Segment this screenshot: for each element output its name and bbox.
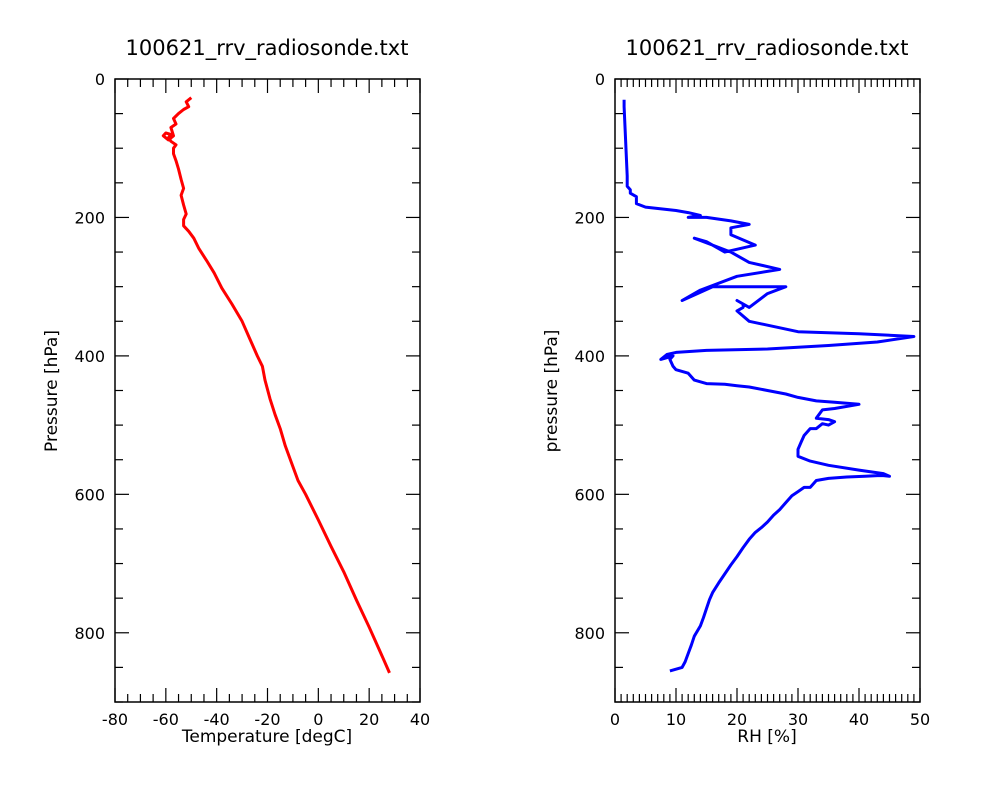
humidity-x-tick-label: 10	[666, 710, 686, 729]
humidity-chart-ylabel: pressure [hPa]	[542, 330, 562, 453]
temperature-x-tick-label: 0	[313, 710, 323, 729]
humidity-chart-title: 100621_rrv_radiosonde.txt	[626, 36, 909, 61]
temperature-x-tick-label: -20	[254, 710, 280, 729]
humidity-x-tick-label: 0	[610, 710, 620, 729]
humidity-y-tick-label: 0	[595, 70, 605, 89]
temperature-y-tick-label: 800	[74, 624, 105, 643]
temperature-y-tick-label: 400	[74, 347, 105, 366]
temperature-x-tick-label: 20	[359, 710, 379, 729]
temperature-x-tick-label: -60	[153, 710, 179, 729]
humidity-y-tick-label: 200	[574, 208, 605, 227]
humidity-chart: 100621_rrv_radiosonde.txt RH [%] pressur…	[542, 36, 930, 747]
humidity-y-tick-label: 400	[574, 347, 605, 366]
temperature-x-tick-label: 40	[410, 710, 430, 729]
humidity-x-tick-label: 50	[910, 710, 930, 729]
humidity-profile-line	[622, 99, 916, 673]
temperature-y-tick-label: 600	[74, 485, 105, 504]
temperature-profile-line	[161, 96, 391, 674]
humidity-y-tick-label: 800	[574, 624, 605, 643]
humidity-y-tick-label: 600	[574, 485, 605, 504]
humidity-x-tick-label: 20	[727, 710, 747, 729]
temperature-chart-xlabel: Temperature [degC]	[181, 727, 352, 747]
temperature-chart-title: 100621_rrv_radiosonde.txt	[126, 36, 409, 61]
humidity-x-tick-label: 30	[788, 710, 808, 729]
temperature-chart: 100621_rrv_radiosonde.txt Temperature [d…	[42, 36, 430, 747]
temperature-y-tick-label: 0	[95, 70, 105, 89]
temperature-x-tick-label: -40	[204, 710, 230, 729]
temperature-chart-ylabel: Pressure [hPa]	[42, 330, 62, 452]
temperature-y-tick-label: 200	[74, 208, 105, 227]
temperature-x-tick-label: -80	[102, 710, 128, 729]
humidity-chart-xlabel: RH [%]	[737, 727, 796, 747]
humidity-x-tick-label: 40	[849, 710, 869, 729]
